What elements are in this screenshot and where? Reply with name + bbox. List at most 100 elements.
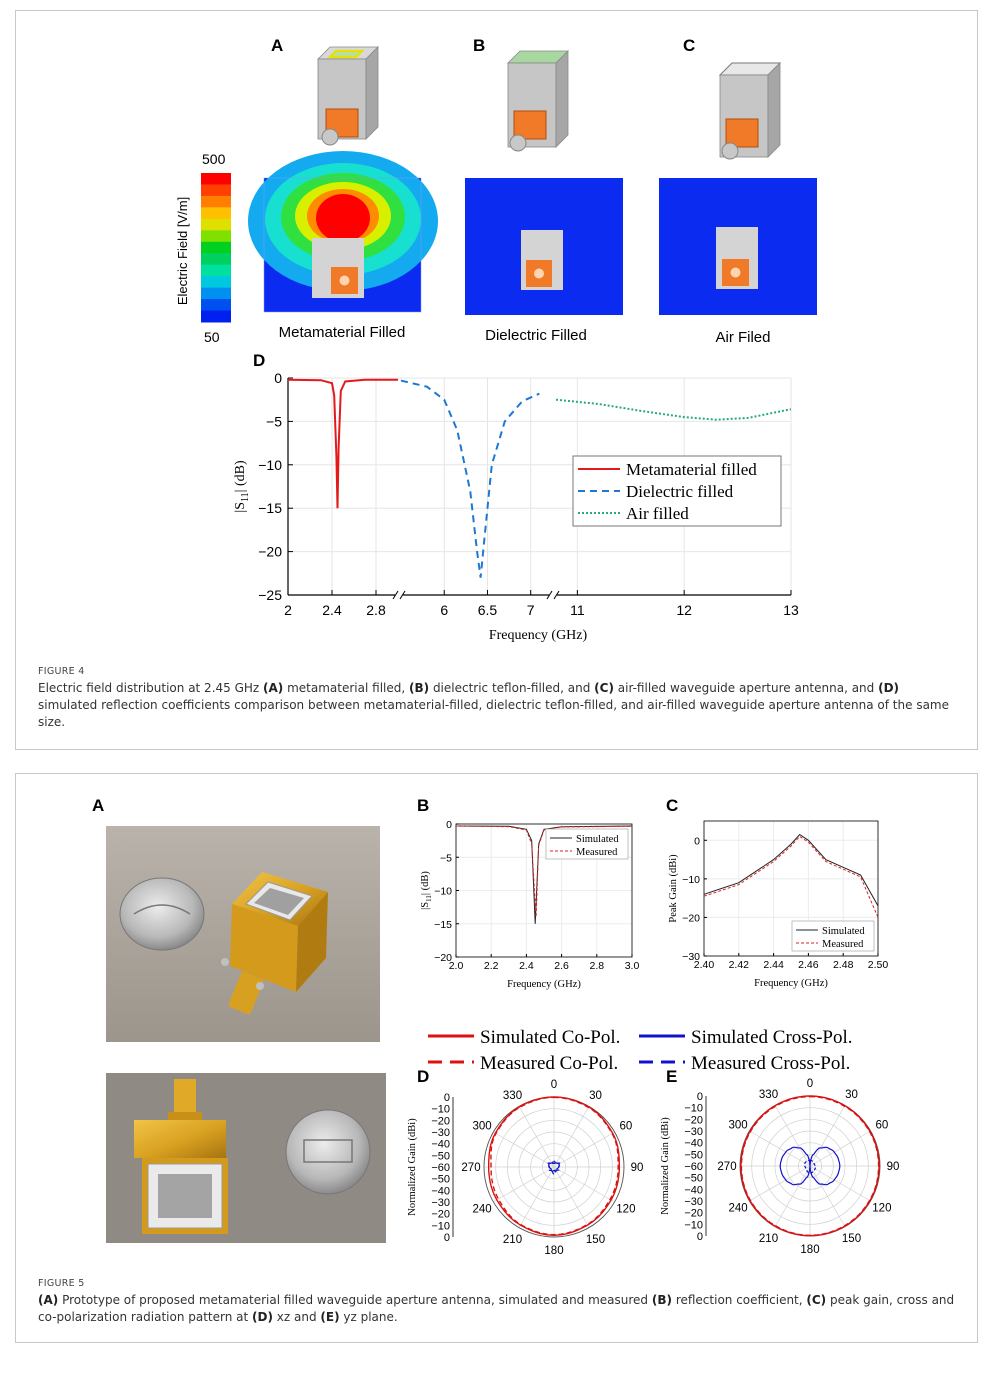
field-panel-air [659, 178, 817, 315]
legend-label: Metamaterial filled [626, 460, 757, 479]
legend-label: Measured [822, 939, 864, 950]
polar-grid-spoke [553, 1131, 615, 1168]
series-line-1 [703, 835, 879, 918]
scale-band [201, 310, 231, 323]
legend-box [791, 920, 875, 952]
axis-break-mark [392, 590, 399, 600]
radial-tick-label: −50 [684, 1173, 703, 1185]
panel-letter-d: D [253, 351, 265, 370]
polar-angle-label: 30 [589, 1090, 602, 1102]
figure-5-caption-text: (A) Prototype of proposed metamaterial f… [38, 1292, 958, 1326]
y-tick-label: −15 [258, 500, 282, 516]
x-tick-label: 2.0 [449, 960, 464, 972]
x-tick-label: 6 [440, 602, 448, 618]
radial-tick-label: −30 [431, 1127, 450, 1139]
antenna-model-dielectric [507, 50, 569, 152]
axis-break-mark [546, 590, 553, 600]
polar-angle-label: 300 [473, 1121, 492, 1133]
x-tick-label: 7 [527, 602, 535, 618]
x-axis-label: Frequency (GHz) [507, 979, 581, 990]
scale-band [201, 184, 231, 197]
polar-series-1 [740, 1095, 880, 1237]
scale-band [201, 207, 231, 220]
scale-band [201, 264, 231, 277]
radial-tick-label: −40 [431, 1139, 450, 1151]
x-tick-label: 2.42 [729, 959, 750, 971]
y-axis-label-subscript: 11 [425, 895, 433, 902]
polar-grid-spoke [553, 1166, 615, 1203]
x-axis-label: Frequency (GHz) [754, 978, 828, 989]
panel-letter-a: A [271, 36, 283, 55]
polar-grid-spoke [553, 1106, 590, 1168]
radial-tick-label: −40 [684, 1184, 703, 1196]
caption-panel-ref: (D) [252, 1310, 273, 1324]
x-tick-label: 6.5 [478, 602, 498, 618]
figure-5-caption-label: FIGURE 5 [38, 1278, 85, 1289]
legend-label: Measured Co-Pol. [480, 1053, 618, 1074]
polar-angle-label: 270 [717, 1161, 736, 1173]
x-tick-label: 2.8 [589, 960, 604, 972]
polar-angle-label: 210 [759, 1233, 778, 1245]
polar-series-2 [779, 1146, 841, 1186]
scale-band [201, 195, 231, 208]
radial-tick-label: −10 [684, 1219, 703, 1231]
series-line-0 [455, 825, 633, 924]
polar-grid-spoke [493, 1131, 555, 1168]
scale-min-label: 50 [204, 329, 220, 345]
scale-axis-label: Electric Field [V/m] [175, 197, 190, 305]
radial-tick-label: −60 [684, 1161, 703, 1173]
radial-tick-label: 0 [697, 1231, 703, 1243]
caption-segment: air-filled waveguide aperture antenna, a… [613, 681, 879, 695]
series-line-0 [703, 833, 879, 907]
legend-label: Air filled [626, 504, 689, 523]
radial-tick-label: −30 [684, 1196, 703, 1208]
radiation-pattern-xz-chart: 03060901201501802102402703003300−10−20−3… [407, 1079, 643, 1257]
caption-panel-ref: (E) [320, 1310, 340, 1324]
polar-series-2 [548, 1162, 560, 1172]
radial-tick-label: −50 [431, 1150, 450, 1162]
figure-5-graphics: A B C D E 2.0 2 [92, 796, 899, 1257]
figure-4-caption-text: Electric field distribution at 2.45 GHz … [38, 680, 958, 731]
radial-tick-label: −20 [431, 1209, 450, 1221]
radial-tick-label: −50 [431, 1174, 450, 1186]
legend-label: Simulated Cross-Pol. [691, 1027, 853, 1048]
scale-band [201, 218, 231, 231]
polar-angle-label: 30 [845, 1089, 858, 1101]
caption-segment: yz plane. [339, 1310, 398, 1324]
y-axis-label-rest: | (dB) [233, 460, 248, 492]
caption-panel-ref: (B) [651, 1293, 672, 1307]
y-axis-label-subscript: 11 [240, 492, 251, 502]
polar-grid-spoke [553, 1166, 590, 1228]
y-tick-label: −30 [682, 951, 700, 963]
polar-angle-label: 180 [800, 1244, 819, 1256]
x-tick-label: 2 [284, 602, 292, 618]
s11-comparison-chart: 0 −5 −10 −15 −20 −252 2.4 2.8 6 6.5 7 11 12 13 Frequen… [233, 370, 799, 643]
polar-angle-label: 60 [875, 1120, 888, 1132]
caption-panel-ref: (B) [409, 681, 430, 695]
polar-angle-label: 240 [473, 1204, 492, 1216]
radial-axis-label: Normalized Gain (dBi) [660, 1117, 671, 1215]
x-tick-label: 3.0 [625, 960, 640, 972]
axis-break-mark [553, 590, 560, 600]
polar-grid-spoke [809, 1165, 871, 1202]
polar-grid-spoke [493, 1166, 555, 1203]
legend-label: Measured Cross-Pol. [691, 1053, 850, 1074]
polar-angle-label: 210 [503, 1234, 522, 1246]
y-tick-label: −20 [682, 912, 700, 924]
scale-band [201, 276, 231, 289]
polar-grid-spoke [809, 1105, 846, 1167]
radiation-pattern-legend: Simulated Co-Pol. Simulated Cross-Pol. Mea… [428, 1027, 853, 1074]
x-tick-label: 2.46 [798, 959, 819, 971]
radiation-pattern-yz-chart: 03060901201501802102402703003300−10−20−3… [660, 1078, 899, 1256]
y-tick-label: −20 [258, 544, 282, 560]
caption-segment: metamaterial filled, [283, 681, 409, 695]
polar-grid-spoke [518, 1106, 555, 1168]
x-tick-label: 2.44 [763, 959, 784, 971]
radial-tick-label: −20 [684, 1208, 703, 1220]
caption-segment: simulated reflection coefficients compar… [38, 698, 949, 729]
polar-angle-label: 90 [887, 1161, 900, 1173]
scale-band [201, 299, 231, 312]
y-axis-label-rest: | (dB) [420, 871, 431, 895]
polar-angle-label: 270 [461, 1162, 480, 1174]
caption-segment: dielectric teflon-filled, and [429, 681, 595, 695]
